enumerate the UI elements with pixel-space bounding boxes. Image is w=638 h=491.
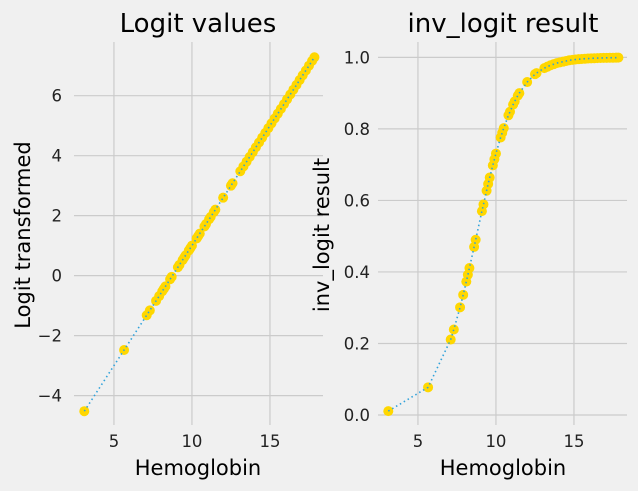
x-tick-label: 15 bbox=[259, 432, 280, 451]
x-tick-label: 15 bbox=[563, 432, 584, 451]
y-tick-label: 0.0 bbox=[344, 406, 370, 425]
y-axis-label: inv_logit result bbox=[310, 158, 335, 312]
x-axis-label: Hemoglobin bbox=[440, 456, 567, 480]
data-point bbox=[464, 263, 475, 274]
y-tick-label: 6 bbox=[52, 87, 63, 106]
chart-title-inv-logit-result: inv_logit result bbox=[408, 9, 599, 39]
y-tick-label: 0.8 bbox=[344, 120, 370, 139]
y-tick-label: −4 bbox=[38, 387, 62, 406]
data-point bbox=[613, 52, 624, 63]
x-tick-label: 5 bbox=[413, 432, 424, 451]
data-point bbox=[478, 199, 489, 210]
data-point bbox=[166, 271, 177, 282]
data-point bbox=[79, 406, 90, 417]
y-tick-label: 0.2 bbox=[344, 334, 370, 353]
data-point bbox=[383, 406, 394, 417]
data-point bbox=[144, 305, 155, 316]
logit-values-axes: 5 10 15 −4 −2 0 2 4 6 Logit values Hemoglobin Lo… bbox=[11, 9, 323, 480]
series-line bbox=[83, 56, 316, 412]
data-point bbox=[227, 178, 238, 189]
data-point bbox=[455, 302, 466, 313]
y-tick-label: 0.6 bbox=[344, 191, 370, 210]
y-tick-label: 0 bbox=[52, 267, 63, 286]
data-point bbox=[309, 52, 320, 63]
chart-title-logit-values: Logit values bbox=[120, 9, 277, 39]
y-tick-label: 2 bbox=[52, 207, 63, 226]
y-tick-label: 1.0 bbox=[344, 48, 370, 67]
y-tick-label: 4 bbox=[52, 147, 63, 166]
data-point bbox=[458, 289, 469, 300]
inv-logit-result-axes: 5 10 15 0.0 0.2 0.4 0.6 0.8 1.0 inv_logit result… bbox=[310, 9, 627, 480]
data-point bbox=[490, 148, 501, 159]
y-axis-label: Logit transformed bbox=[11, 141, 35, 328]
data-point bbox=[218, 192, 229, 203]
data-point bbox=[470, 234, 481, 245]
data-point bbox=[210, 204, 221, 215]
data-point bbox=[498, 123, 509, 134]
y-tick-label: −2 bbox=[38, 327, 62, 346]
data-point bbox=[448, 324, 459, 335]
y-tick-label: 0.4 bbox=[344, 263, 370, 282]
x-axis-label: Hemoglobin bbox=[135, 456, 262, 480]
x-tick-label: 10 bbox=[181, 432, 202, 451]
x-tick-label: 10 bbox=[485, 432, 506, 451]
x-tick-label: 5 bbox=[109, 432, 120, 451]
